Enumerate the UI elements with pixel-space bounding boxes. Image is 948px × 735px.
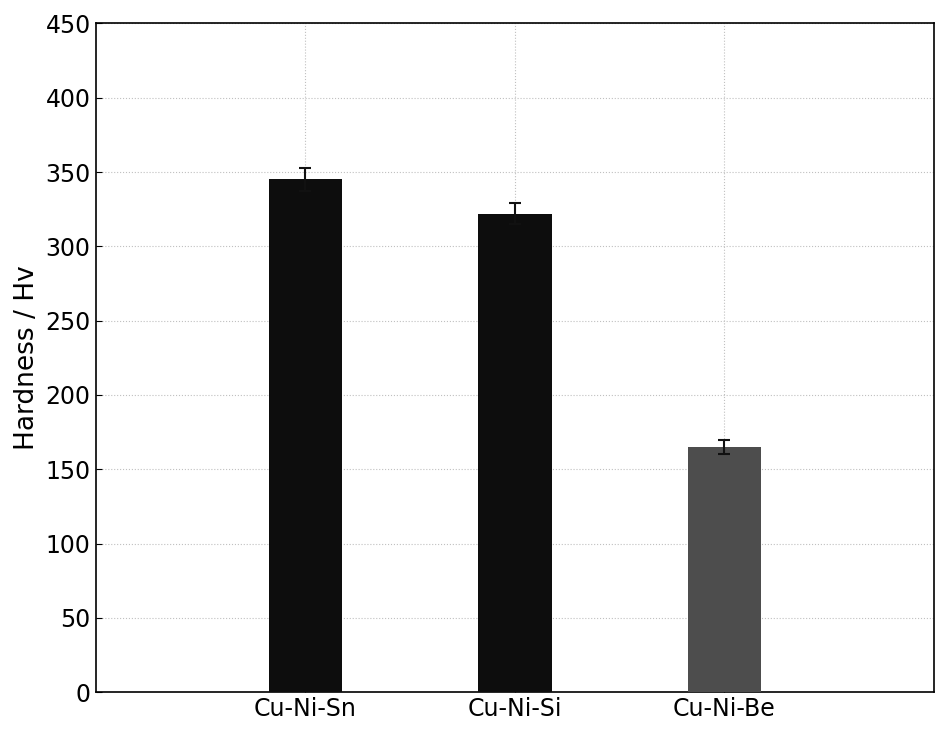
Bar — [478, 214, 552, 692]
Y-axis label: Hardness / Hv: Hardness / Hv — [14, 265, 40, 451]
Bar — [688, 447, 761, 692]
Bar — [268, 179, 342, 692]
